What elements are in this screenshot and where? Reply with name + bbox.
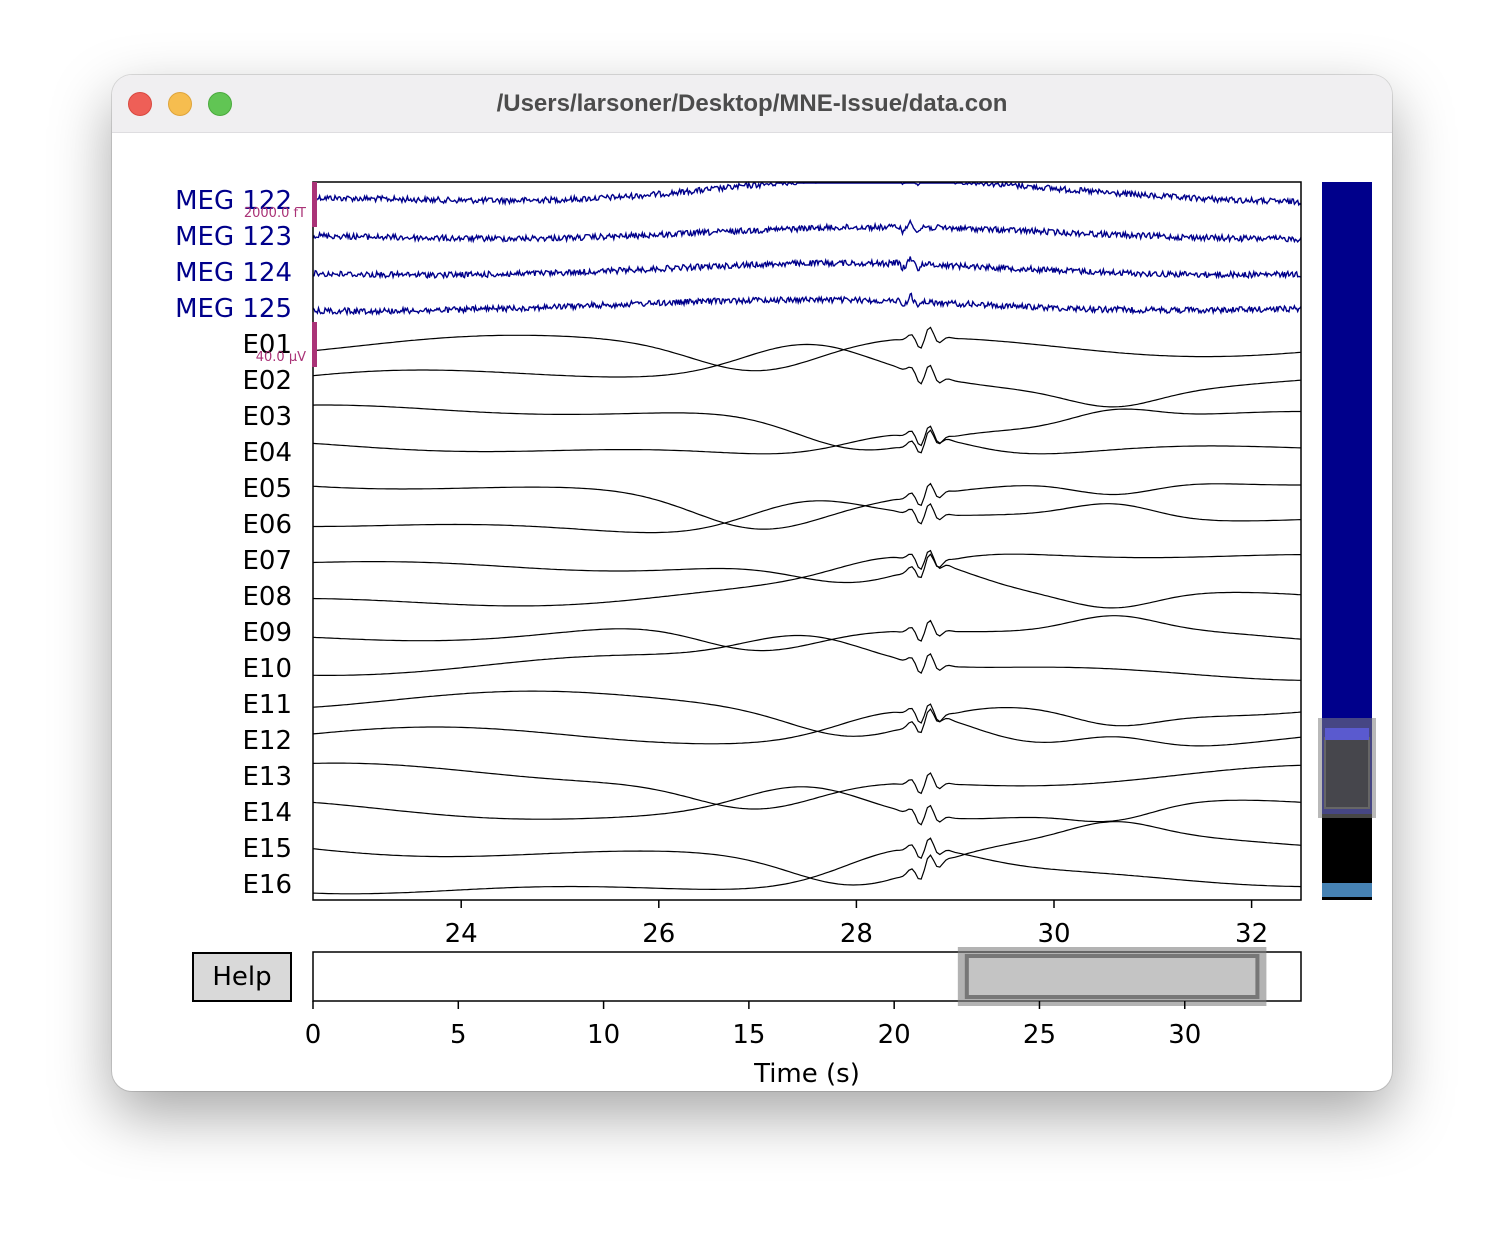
- overview-tick-label-30: 30: [1168, 1020, 1201, 1050]
- channel-overview-end: [1322, 897, 1372, 900]
- trace-e03[interactable]: [312, 404, 1301, 454]
- channel-overview-marker: [1322, 883, 1372, 897]
- channel-label-e05[interactable]: E05: [242, 474, 292, 504]
- meg-scalebar-label: 2000.0 fT: [244, 206, 306, 221]
- trace-e07[interactable]: [312, 553, 1301, 584]
- channel-label-e07[interactable]: E07: [242, 546, 292, 576]
- channel-label-meg-122[interactable]: MEG 122: [175, 186, 292, 216]
- channel-label-e02[interactable]: E02: [242, 366, 292, 396]
- overview-tick-label-15: 15: [732, 1020, 765, 1050]
- trace-e10[interactable]: [313, 634, 1301, 681]
- channel-label-e12[interactable]: E12: [242, 726, 292, 756]
- channel-label-e13[interactable]: E13: [242, 762, 292, 792]
- trace-e09[interactable]: [312, 615, 1302, 652]
- traces-axes-frame: [312, 181, 1302, 901]
- trace-meg-123[interactable]: [312, 218, 1302, 244]
- channel-label-e15[interactable]: E15: [242, 834, 292, 864]
- trace-e12[interactable]: [312, 703, 1302, 747]
- channel-overview-meg[interactable]: [1322, 182, 1372, 814]
- channel-scroll-thumb[interactable]: [1324, 737, 1370, 809]
- trace-meg-124[interactable]: [312, 256, 1302, 280]
- overview-tick-label-25: 25: [1023, 1020, 1056, 1050]
- channel-label-e10[interactable]: E10: [242, 654, 292, 684]
- overview-tick-label-20: 20: [878, 1020, 911, 1050]
- x-tick-label-26: 26: [642, 919, 675, 949]
- close-window-button[interactable]: [128, 92, 152, 116]
- trace-meg-125[interactable]: [312, 292, 1302, 317]
- x-tick-label-28: 28: [840, 919, 873, 949]
- channel-label-e01[interactable]: E01: [242, 330, 292, 360]
- time-window-thumb[interactable]: [964, 954, 1260, 999]
- channel-label-e04[interactable]: E04: [242, 438, 292, 468]
- eeg-scalebar: [312, 322, 317, 367]
- trace-e01[interactable]: [312, 326, 1302, 372]
- title-bar: /Users/larsoner/Desktop/MNE-Issue/data.c…: [112, 75, 1392, 133]
- channel-label-e09[interactable]: E09: [242, 618, 292, 648]
- trace-e11[interactable]: [312, 690, 1302, 737]
- channel-label-e11[interactable]: E11: [242, 690, 292, 720]
- trace-meg-122[interactable]: [312, 180, 1302, 207]
- x-tick-label-32: 32: [1235, 919, 1268, 949]
- trace-e16[interactable]: [312, 837, 1302, 895]
- channel-label-meg-124[interactable]: MEG 124: [175, 258, 292, 288]
- eeg-scalebar-label: 40.0 µV: [256, 350, 306, 365]
- minimize-window-button[interactable]: [168, 92, 192, 116]
- channel-label-e16[interactable]: E16: [242, 870, 292, 900]
- trace-e06[interactable]: [313, 500, 1302, 534]
- trace-e04[interactable]: [312, 425, 1302, 455]
- overview-tick-label-10: 10: [587, 1020, 620, 1050]
- x-tick-label-24: 24: [445, 919, 478, 949]
- zoom-window-button[interactable]: [208, 92, 232, 116]
- trace-e14[interactable]: [312, 786, 1302, 826]
- overview-tick-label-0: 0: [305, 1020, 322, 1050]
- app-window: /Users/larsoner/Desktop/MNE-Issue/data.c…: [112, 75, 1392, 1091]
- channel-label-meg-125[interactable]: MEG 125: [175, 294, 292, 324]
- channel-label-meg-123[interactable]: MEG 123: [175, 222, 292, 252]
- channel-label-e14[interactable]: E14: [242, 798, 292, 828]
- meg-scalebar: [312, 182, 317, 227]
- trace-e13[interactable]: [312, 762, 1302, 810]
- help-button[interactable]: Help: [192, 952, 292, 1002]
- channel-label-e06[interactable]: E06: [242, 510, 292, 540]
- trace-e08[interactable]: [312, 549, 1302, 609]
- x-axis-label: Time (s): [753, 1059, 860, 1089]
- channel-label-e08[interactable]: E08: [242, 582, 292, 612]
- x-tick-label-30: 30: [1037, 919, 1070, 949]
- overview-tick-label-5: 5: [450, 1020, 467, 1050]
- trace-e15[interactable]: [312, 821, 1302, 886]
- channel-label-e03[interactable]: E03: [242, 402, 292, 432]
- channel-scroll-thumb-top: [1325, 728, 1369, 740]
- window-title: /Users/larsoner/Desktop/MNE-Issue/data.c…: [496, 90, 1008, 117]
- trace-e02[interactable]: [312, 343, 1302, 408]
- channel-overview-eeg[interactable]: [1322, 814, 1372, 883]
- traces-group: [312, 180, 1302, 895]
- trace-e05[interactable]: [312, 482, 1301, 530]
